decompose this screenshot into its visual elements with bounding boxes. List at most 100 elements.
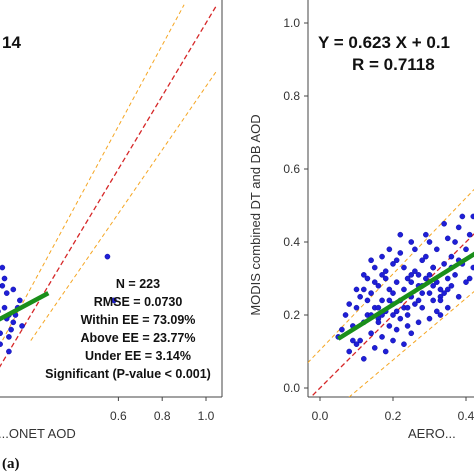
data-point <box>6 334 12 340</box>
data-point <box>415 319 422 326</box>
data-point <box>412 301 418 307</box>
data-point <box>346 301 353 307</box>
data-point <box>0 341 3 347</box>
data-point <box>386 323 393 329</box>
data-point <box>441 290 447 296</box>
data-point <box>393 308 400 315</box>
ee-upper-line <box>308 188 474 364</box>
data-point <box>0 309 1 314</box>
data-point <box>408 330 415 337</box>
data-point <box>444 275 451 282</box>
data-point <box>452 239 458 245</box>
data-point <box>423 231 429 238</box>
data-point <box>448 253 455 260</box>
data-point <box>419 290 426 296</box>
data-point <box>408 239 415 245</box>
left-x-ticks: 0.6 0.8 1.0 <box>110 397 215 423</box>
y-tick-label: 0.6 <box>283 162 300 176</box>
ee-lower-line <box>30 70 218 341</box>
data-point <box>419 257 426 264</box>
data-point <box>371 279 378 285</box>
data-point <box>452 272 458 278</box>
data-point <box>426 239 433 245</box>
correlation-r: R = 0.7118 <box>352 55 435 74</box>
data-point <box>375 282 382 289</box>
left-scatter-panel: 14 N = 223 RMSE = 0.0730 Within EE = 73.… <box>0 0 223 441</box>
x-tick-label: 1.0 <box>198 409 215 423</box>
data-point <box>470 213 474 220</box>
data-point <box>379 297 385 304</box>
stat-under-ee: Under EE = 3.14% <box>85 349 191 363</box>
x-tick-label: 0.6 <box>110 409 127 423</box>
data-point <box>426 272 433 278</box>
data-point <box>390 261 396 267</box>
data-point <box>433 308 440 315</box>
left-plot-area <box>0 4 218 368</box>
data-point <box>455 293 462 300</box>
data-point <box>360 355 367 362</box>
data-point <box>397 250 404 256</box>
data-point <box>430 264 436 271</box>
one-to-one-line <box>0 4 218 368</box>
data-point <box>441 220 447 227</box>
data-point <box>379 334 385 340</box>
x-tick-label: 0.8 <box>154 409 171 423</box>
data-point <box>426 315 433 322</box>
data-point <box>390 312 396 318</box>
stat-above-ee: Above EE = 23.77% <box>81 331 196 345</box>
data-point <box>390 337 396 344</box>
data-point <box>342 312 349 318</box>
data-point <box>3 290 10 296</box>
data-point <box>459 213 466 220</box>
data-point <box>10 286 17 293</box>
right-y-axis-label: MODIS combined DT and DB AOD <box>248 114 263 315</box>
y-tick-label: 0.2 <box>283 308 300 322</box>
data-point <box>0 283 6 289</box>
data-point <box>1 275 8 282</box>
data-point <box>104 253 111 260</box>
data-point <box>404 304 411 311</box>
stat-significance: Significant (P-value < 0.001) <box>45 367 211 381</box>
data-point <box>382 348 389 355</box>
data-point <box>111 297 117 304</box>
data-point <box>10 319 17 326</box>
data-point <box>8 326 14 333</box>
x-tick-label: 0.2 <box>385 409 402 423</box>
data-point <box>350 337 356 344</box>
data-point <box>0 283 1 288</box>
data-point <box>382 275 389 282</box>
data-point <box>415 297 422 304</box>
x-tick-label: 0.4 <box>458 409 474 423</box>
right-scatter-panel: Y = 0.623 X + 0.1 R = 0.7118 0.00.20.40.… <box>248 0 474 441</box>
data-point <box>404 323 411 329</box>
data-point <box>379 253 385 260</box>
data-point <box>364 297 371 304</box>
data-point <box>6 348 12 355</box>
data-point <box>0 330 3 337</box>
y-tick-label: 0.8 <box>283 89 300 103</box>
data-point <box>0 264 6 271</box>
data-point <box>379 272 385 278</box>
y-tick-label: 0.4 <box>283 235 300 249</box>
data-point <box>397 315 404 322</box>
data-point <box>371 345 378 351</box>
data-point <box>401 341 407 348</box>
data-point <box>339 326 345 333</box>
data-point <box>437 297 444 304</box>
data-point <box>19 323 25 329</box>
data-point <box>466 275 473 282</box>
right-plot-area <box>308 188 474 397</box>
y-tick-label: 1.0 <box>283 16 300 30</box>
data-point <box>408 279 415 285</box>
y-tick-label: 0.0 <box>283 381 300 395</box>
data-point <box>423 275 429 282</box>
data-point <box>401 264 407 271</box>
data-point <box>357 293 363 300</box>
data-point <box>448 282 455 289</box>
stat-rmse: RMSE = 0.0730 <box>94 295 183 309</box>
stat-n: N = 223 <box>116 277 160 291</box>
data-point <box>393 257 400 264</box>
data-point <box>455 224 462 231</box>
data-point <box>437 312 444 318</box>
data-point <box>463 246 469 253</box>
